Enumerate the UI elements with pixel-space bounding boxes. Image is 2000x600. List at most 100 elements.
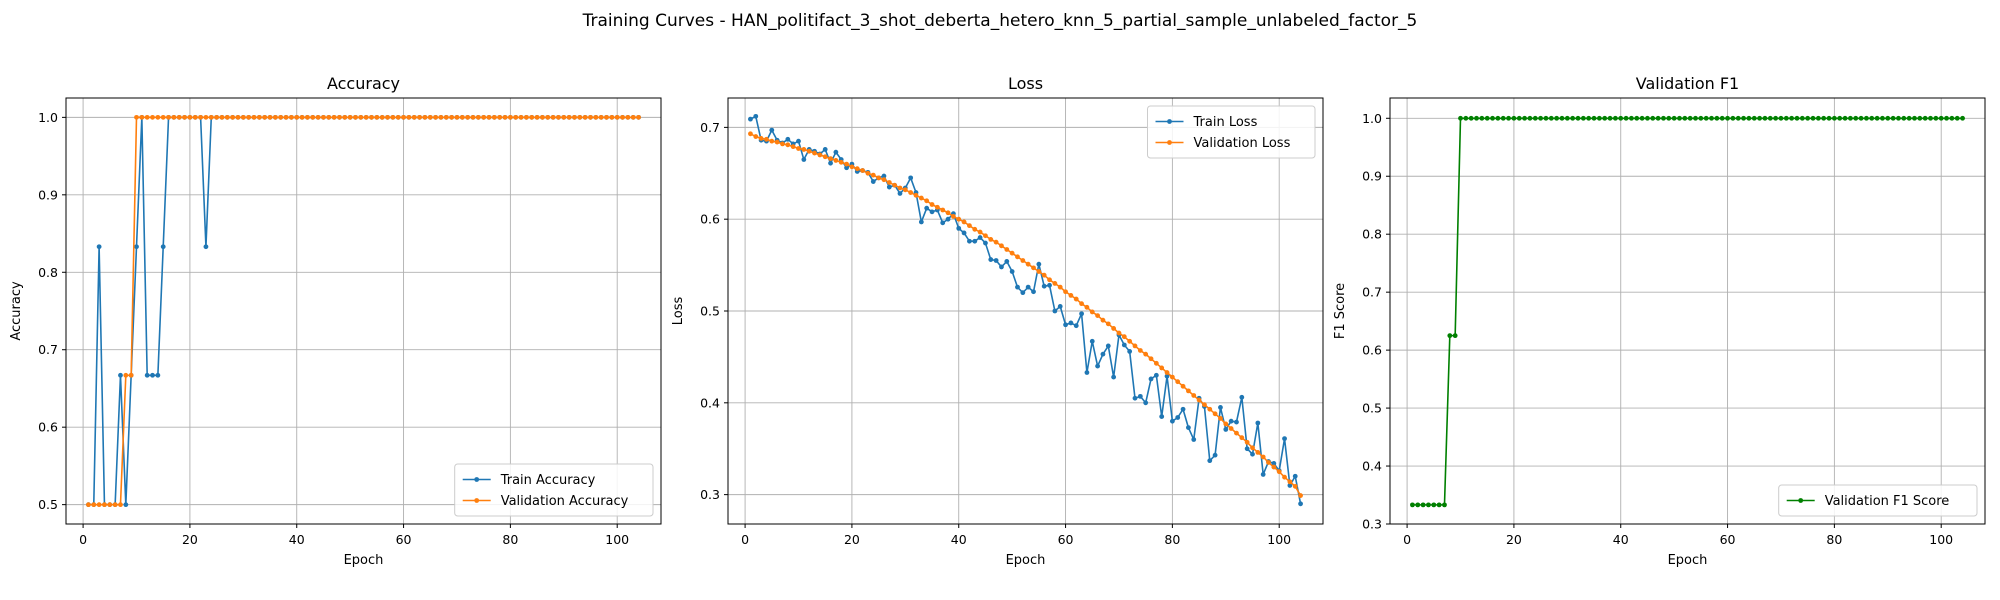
data-point <box>288 114 294 120</box>
data-point <box>972 238 978 244</box>
data-point <box>897 191 903 196</box>
data-point <box>123 502 129 508</box>
data-point <box>753 113 759 119</box>
data-point <box>219 114 225 120</box>
data-point <box>1047 282 1052 288</box>
data-point <box>1431 502 1437 508</box>
y-tick-label: 1.0 <box>38 110 58 125</box>
data-point <box>1917 115 1923 121</box>
data-point <box>315 114 321 120</box>
data-point <box>1671 115 1677 121</box>
data-point <box>144 372 150 378</box>
data-point <box>556 114 561 120</box>
data-point <box>801 147 807 152</box>
data-point <box>465 114 471 120</box>
data-point <box>1164 373 1170 379</box>
data-point <box>1020 290 1026 296</box>
data-point <box>1292 483 1298 489</box>
data-point <box>1623 115 1629 121</box>
data-point <box>1015 284 1020 290</box>
legend-entry: Validation F1 Score <box>1825 494 1950 509</box>
data-point <box>1570 115 1576 121</box>
data-point <box>972 226 978 232</box>
data-point <box>1009 250 1015 256</box>
data-point <box>1693 115 1698 121</box>
data-point <box>230 114 236 120</box>
data-point <box>331 114 337 120</box>
plot-area-frame <box>1389 97 1986 525</box>
data-point <box>1730 115 1736 121</box>
data-point <box>166 114 171 120</box>
data-point <box>1095 363 1101 369</box>
data-point <box>363 114 369 120</box>
data-point <box>999 264 1004 270</box>
data-point <box>1244 446 1250 452</box>
data-point <box>1239 435 1245 441</box>
data-point <box>524 114 529 120</box>
data-point <box>1890 115 1896 121</box>
data-point <box>540 114 545 120</box>
data-point <box>438 114 444 120</box>
data-point <box>1751 115 1757 121</box>
data-point <box>881 173 887 179</box>
data-point <box>1015 254 1020 260</box>
data-point <box>272 114 278 120</box>
data-point <box>598 114 604 120</box>
legend-marker <box>1167 119 1172 124</box>
data-point <box>636 114 641 120</box>
data-point <box>1516 115 1522 121</box>
data-point <box>849 164 855 170</box>
y-tick-label: 0.6 <box>38 420 58 435</box>
data-point <box>182 114 187 120</box>
data-point <box>144 114 150 120</box>
x-tick-label: 0 <box>741 532 749 547</box>
data-point <box>956 216 962 222</box>
data-point <box>1479 115 1485 121</box>
data-point <box>1799 115 1805 121</box>
data-point <box>918 219 924 225</box>
data-point <box>1783 115 1789 121</box>
data-point <box>593 114 599 120</box>
data-point <box>171 114 177 120</box>
data-point <box>502 114 508 120</box>
data-point <box>908 175 914 181</box>
data-point <box>1153 360 1159 366</box>
data-point <box>1132 343 1138 349</box>
data-point <box>945 210 951 216</box>
legend-marker <box>474 498 480 503</box>
data-point <box>1815 115 1821 121</box>
data-point <box>1741 115 1746 121</box>
data-point <box>214 114 220 120</box>
x-tick-label: 0 <box>1403 532 1411 547</box>
data-point <box>1938 115 1944 121</box>
panel-title: Loss <box>1008 74 1043 93</box>
data-point <box>1292 473 1298 479</box>
data-point <box>1869 115 1875 121</box>
data-point <box>278 114 284 120</box>
data-point <box>1260 472 1266 477</box>
legend-box <box>454 463 654 517</box>
data-point <box>1928 115 1933 121</box>
data-point <box>1906 115 1912 121</box>
data-point <box>1746 115 1752 121</box>
data-point <box>1052 281 1058 286</box>
data-point <box>1607 115 1613 121</box>
data-point <box>86 502 91 508</box>
data-point <box>924 205 930 211</box>
data-point <box>1575 115 1581 121</box>
y-tick-label: 0.9 <box>38 187 58 202</box>
data-point <box>844 161 849 167</box>
legend-box <box>1147 105 1316 159</box>
data-point <box>774 139 780 145</box>
data-point <box>1527 115 1533 121</box>
data-point <box>1410 502 1415 508</box>
data-point <box>1052 308 1058 314</box>
data-point <box>1223 421 1229 427</box>
data-point <box>929 209 935 215</box>
data-point <box>1100 351 1106 357</box>
data-point <box>96 502 102 508</box>
data-point <box>993 239 999 245</box>
data-point <box>1880 115 1885 121</box>
data-point <box>155 372 161 378</box>
data-point <box>924 198 930 204</box>
